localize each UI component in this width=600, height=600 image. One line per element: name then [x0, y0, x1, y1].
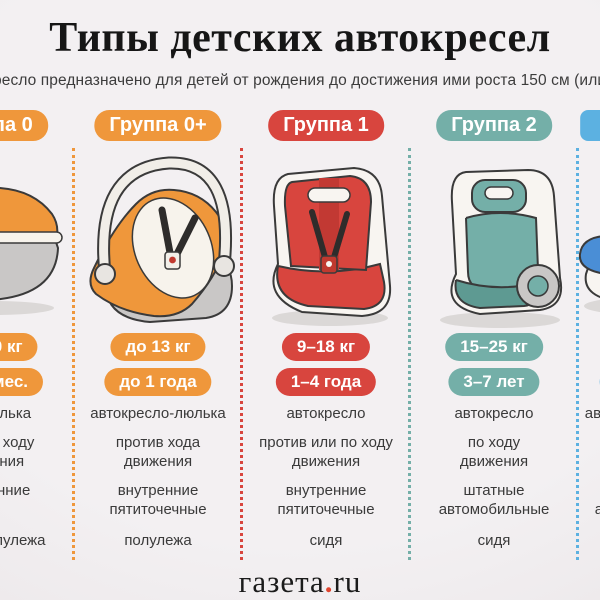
seat-illustration-carrycot	[0, 187, 63, 315]
gazeta-logo-domain: ru	[333, 564, 362, 599]
direction-label: против или по ходу движения	[259, 434, 393, 470]
dotted-separator-2	[240, 148, 243, 560]
dotted-separator-3	[408, 148, 411, 560]
seat-type-label: автокресло	[286, 405, 366, 422]
car-seat-column-group-3: Группа 3 автокресло-бустер по ходу движе…	[566, 0, 600, 600]
gazeta-logo: газета.ru	[0, 564, 600, 600]
gazeta-logo-name: газета	[238, 564, 325, 599]
group-header-badge: Группа 0+	[94, 110, 222, 141]
dotted-separator-1	[72, 148, 75, 560]
direction-label: по ходу движения	[459, 434, 529, 470]
car-seat-column-group-2: Группа 2 автокресло по ходу движения шта…	[410, 0, 578, 600]
position-label: сидя	[477, 532, 511, 549]
group-header-badge: Группа 0	[0, 110, 48, 141]
seat-type-label: автокресло-бустер	[584, 405, 600, 422]
page-subtitle: Автокресло предназначено для детей от ро…	[0, 72, 600, 89]
age-badge: 3–7 лет	[448, 368, 540, 396]
group-header-badge: Группа 2	[436, 110, 552, 141]
weight-badge: до 13 кг	[110, 333, 206, 361]
age-badge: до 1 года	[104, 368, 212, 396]
direction-label: по ходу движения	[566, 433, 600, 471]
belts-label: штатные автомобильные	[594, 501, 600, 518]
car-seat-column-group-0plus: Группа 0+ автокресло-люлька против хода …	[74, 0, 242, 600]
seat-type-label: автокресло	[454, 405, 534, 422]
position-label: полулежа	[124, 532, 192, 549]
seat-illustration-highback-booster	[440, 168, 562, 328]
weight-badge: до 10 кг	[0, 333, 38, 361]
weight-badge: 15–25 кг	[445, 333, 543, 361]
direction-label: боком к ходу движения	[0, 434, 35, 470]
seat-illustration-booster-cushion	[578, 235, 600, 313]
position-label: сидя	[566, 531, 600, 550]
belts-label: внутренние	[0, 482, 31, 499]
group-header-badge: Группа 1	[268, 110, 384, 141]
belts-label: внутренние пятиточечные	[277, 482, 375, 518]
page-title: Типы детских автокресел	[49, 15, 551, 61]
car-seat-column-group-0: Группа 0 автолюлька боком к ходу движени…	[0, 0, 74, 600]
group-header-badge: Группа 3	[580, 110, 600, 141]
belts-label: внутренние пятиточечные	[109, 482, 207, 518]
position-label: сидя	[309, 532, 343, 549]
car-seat-column-group-1: Группа 1 автокресло против или по ходу д…	[242, 0, 410, 600]
seat-type-label: автокресло-люлька	[90, 405, 226, 422]
seat-illustration-infant-carrier	[89, 156, 235, 324]
gazeta-logo-dot: .	[324, 564, 334, 599]
age-badge: до 6 мес.	[0, 368, 44, 396]
dotted-separator-4	[576, 148, 579, 560]
position-label: лежа, полулежа	[0, 532, 46, 549]
age-badge: 1–4 года	[275, 368, 377, 396]
seat-type-label: автолюлька	[0, 405, 32, 422]
direction-label: против хода движения	[115, 434, 201, 470]
seat-illustration-toddler-seat	[272, 166, 392, 326]
belts-label: штатные автомобильные	[438, 482, 550, 518]
weight-badge: 9–18 кг	[281, 333, 371, 361]
